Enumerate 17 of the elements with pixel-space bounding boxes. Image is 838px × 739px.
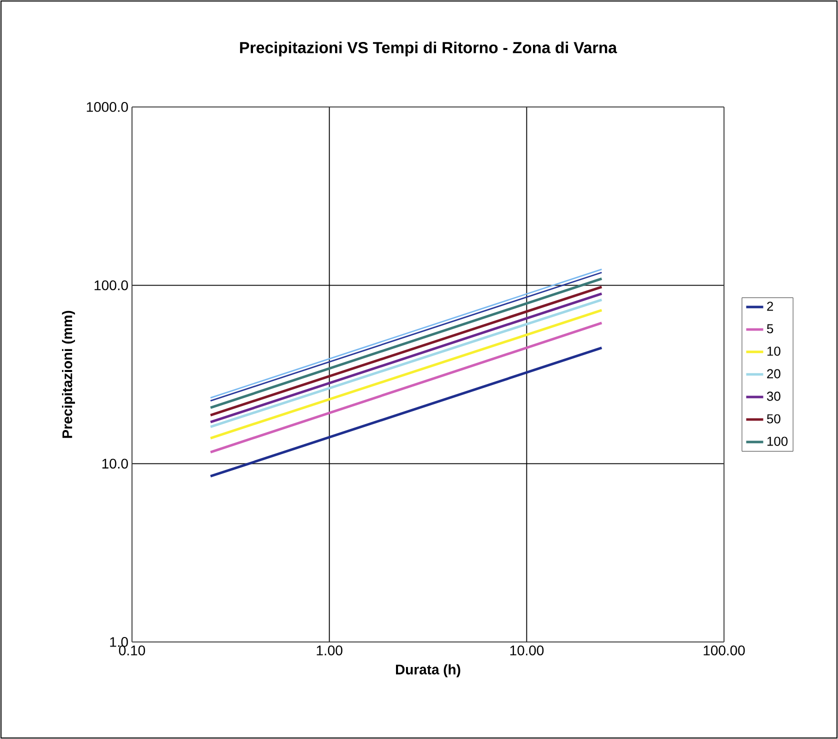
x-tick-label: 10.00 <box>510 645 544 656</box>
x-axis-title: Durata (h) <box>396 664 460 678</box>
y-tick-label: 1.0 <box>110 637 128 647</box>
y-tick-label: 1000.0 <box>86 102 128 112</box>
legend-label: 50 <box>766 414 780 424</box>
x-tick-label: 1.00 <box>316 645 342 656</box>
y-tick-label: 100.0 <box>94 280 128 290</box>
legend-label: 20 <box>767 369 780 378</box>
x-tick-label: 100.00 <box>704 645 745 656</box>
y-axis-title: Precipitazioni (mm) <box>62 310 75 438</box>
chart-title: Precipitazioni VS Tempi di Ritorno - Zona di Varna <box>240 42 618 56</box>
legend-label: 5 <box>766 324 774 334</box>
legend-label: 10 <box>767 346 780 356</box>
y-tick-label: 10.0 <box>102 458 128 469</box>
legend-label: 2 <box>767 302 774 311</box>
legend-label: 30 <box>766 392 780 401</box>
legend-label: 100 <box>767 436 788 446</box>
